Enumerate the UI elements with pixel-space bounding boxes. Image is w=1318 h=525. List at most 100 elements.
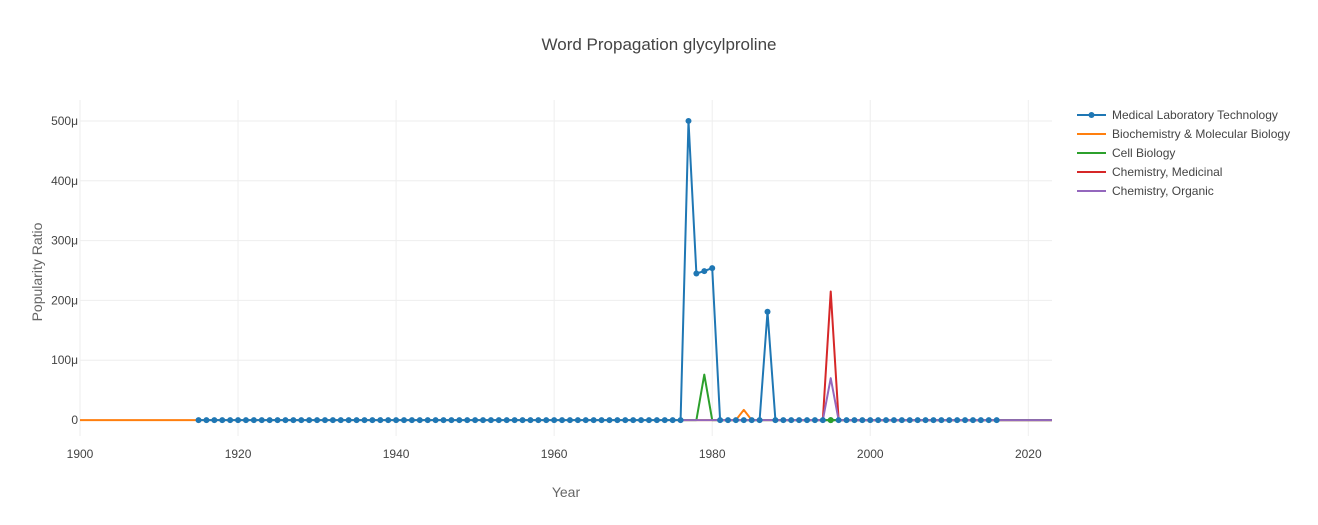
data-point[interactable] xyxy=(416,417,423,424)
data-point[interactable] xyxy=(590,417,597,424)
data-point[interactable] xyxy=(353,417,360,424)
data-point[interactable] xyxy=(242,417,249,424)
data-point[interactable] xyxy=(819,417,826,424)
data-point[interactable] xyxy=(985,417,992,424)
data-point[interactable] xyxy=(898,417,905,424)
data-point[interactable] xyxy=(551,417,558,424)
series-line-0[interactable] xyxy=(198,119,997,422)
legend-item[interactable]: Chemistry, Organic xyxy=(1077,184,1214,198)
data-point[interactable] xyxy=(645,417,652,424)
data-point[interactable] xyxy=(266,417,273,424)
data-point[interactable] xyxy=(519,417,526,424)
data-point[interactable] xyxy=(614,417,621,424)
data-point[interactable] xyxy=(717,417,724,424)
series-line-1[interactable] xyxy=(80,408,1052,422)
data-point[interactable] xyxy=(606,417,613,424)
data-point[interactable] xyxy=(677,417,684,424)
data-point[interactable] xyxy=(424,417,431,424)
data-point[interactable] xyxy=(290,417,297,424)
data-point[interactable] xyxy=(811,417,818,424)
data-point[interactable] xyxy=(321,417,328,424)
data-point[interactable] xyxy=(258,417,265,424)
data-point[interactable] xyxy=(922,417,929,424)
data-point[interactable] xyxy=(503,417,510,424)
data-point[interactable] xyxy=(480,417,487,424)
data-point[interactable] xyxy=(314,417,321,424)
data-point[interactable] xyxy=(875,417,882,424)
data-point[interactable] xyxy=(780,417,787,424)
data-point[interactable] xyxy=(796,417,803,424)
data-point[interactable] xyxy=(203,417,210,424)
data-point[interactable] xyxy=(977,417,984,424)
data-point[interactable] xyxy=(669,417,676,424)
data-point[interactable] xyxy=(345,417,352,424)
data-point[interactable] xyxy=(511,417,518,424)
data-point[interactable] xyxy=(337,417,344,424)
data-point[interactable] xyxy=(851,417,858,424)
data-point[interactable] xyxy=(369,417,376,424)
data-point[interactable] xyxy=(764,308,771,315)
legend-item[interactable]: Cell Biology xyxy=(1077,146,1175,160)
data-point[interactable] xyxy=(638,417,645,424)
data-point[interactable] xyxy=(274,417,281,424)
data-point[interactable] xyxy=(938,417,945,424)
data-point[interactable] xyxy=(969,417,976,424)
data-point[interactable] xyxy=(408,417,415,424)
legend[interactable]: Medical Laboratory Technology Biochemistr… xyxy=(1077,108,1290,198)
data-point[interactable] xyxy=(227,417,234,424)
data-point[interactable] xyxy=(487,417,494,424)
data-point[interactable] xyxy=(377,417,384,424)
data-point[interactable] xyxy=(448,417,455,424)
data-point[interactable] xyxy=(472,417,479,424)
data-point[interactable] xyxy=(890,417,897,424)
legend-item[interactable]: Biochemistry & Molecular Biology xyxy=(1077,127,1290,141)
data-point[interactable] xyxy=(566,417,573,424)
data-point[interactable] xyxy=(432,417,439,424)
data-point[interactable] xyxy=(298,417,305,424)
data-point[interactable] xyxy=(582,417,589,424)
data-point[interactable] xyxy=(843,417,850,424)
data-point[interactable] xyxy=(329,417,336,424)
data-point[interactable] xyxy=(748,417,755,424)
data-point[interactable] xyxy=(946,417,953,424)
data-point[interactable] xyxy=(685,117,692,124)
legend-item[interactable]: Medical Laboratory Technology xyxy=(1077,108,1278,122)
data-point[interactable] xyxy=(393,417,400,424)
data-point[interactable] xyxy=(701,268,708,275)
data-point[interactable] xyxy=(954,417,961,424)
data-point[interactable] xyxy=(661,417,668,424)
data-point[interactable] xyxy=(598,417,605,424)
data-point[interactable] xyxy=(361,417,368,424)
data-point[interactable] xyxy=(385,417,392,424)
data-point[interactable] xyxy=(835,417,842,424)
data-point[interactable] xyxy=(867,417,874,424)
data-point[interactable] xyxy=(574,417,581,424)
data-point[interactable] xyxy=(962,417,969,424)
data-point[interactable] xyxy=(401,417,407,424)
series-line-4[interactable] xyxy=(680,377,1052,422)
data-point[interactable] xyxy=(282,417,289,424)
data-point[interactable] xyxy=(693,270,700,277)
data-point[interactable] xyxy=(464,417,471,424)
data-point[interactable] xyxy=(859,417,866,424)
data-point[interactable] xyxy=(559,417,566,424)
data-point[interactable] xyxy=(630,417,637,424)
data-point[interactable] xyxy=(740,417,747,424)
data-point[interactable] xyxy=(250,417,257,424)
data-point[interactable] xyxy=(772,417,779,424)
data-point[interactable] xyxy=(914,417,921,424)
data-point[interactable] xyxy=(456,417,463,424)
data-point[interactable] xyxy=(219,417,226,424)
data-point[interactable] xyxy=(906,417,913,424)
data-point[interactable] xyxy=(788,417,795,424)
data-point[interactable] xyxy=(883,417,890,424)
data-point[interactable] xyxy=(725,417,731,424)
data-point[interactable] xyxy=(527,417,534,424)
data-point[interactable] xyxy=(306,417,313,424)
data-point[interactable] xyxy=(235,417,242,424)
data-point[interactable] xyxy=(622,417,629,424)
series-line-3[interactable] xyxy=(821,290,1052,422)
data-point[interactable] xyxy=(535,417,542,424)
legend-item[interactable]: Chemistry, Medicinal xyxy=(1077,165,1222,179)
data-point[interactable] xyxy=(543,417,550,424)
